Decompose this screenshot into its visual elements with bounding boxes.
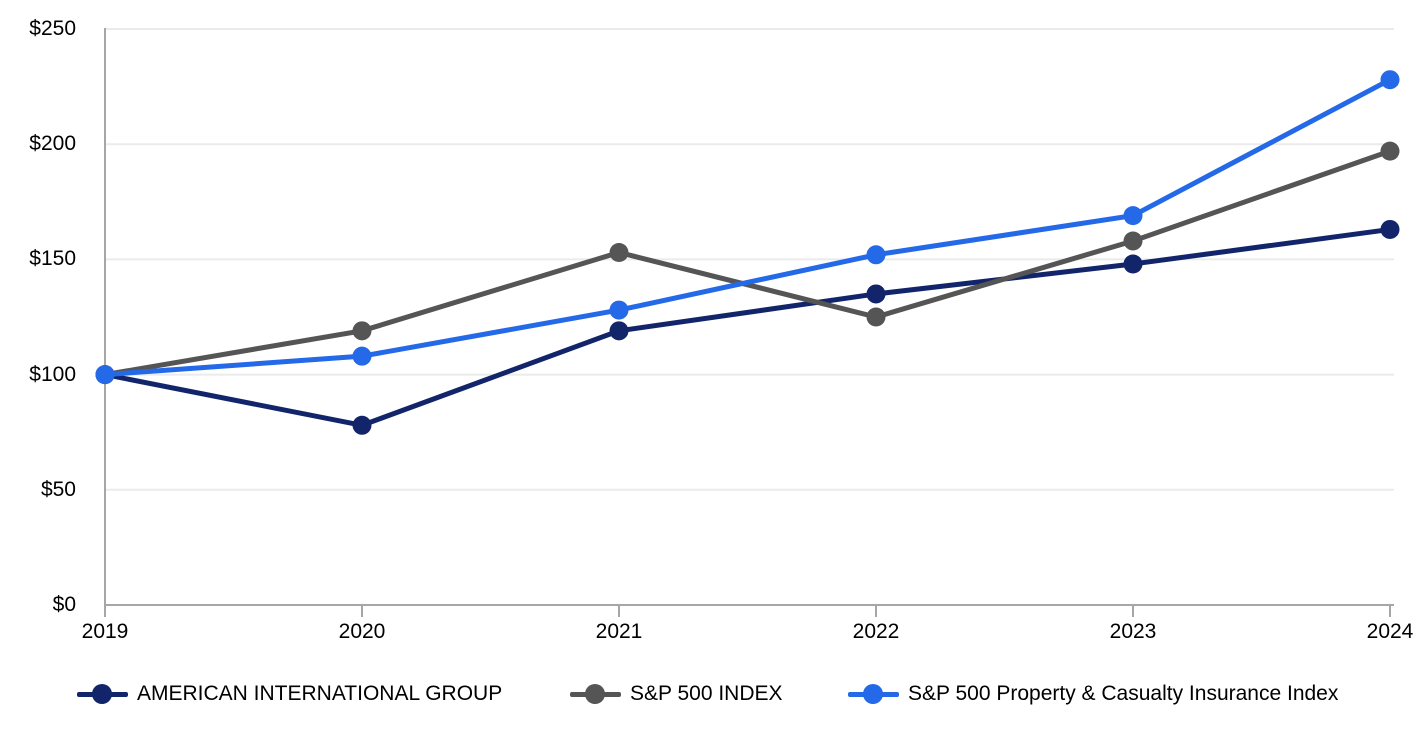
legend-dot-icon	[92, 684, 112, 704]
legend-marker	[570, 683, 621, 705]
data-point	[352, 346, 372, 366]
x-axis-tick-label: 2019	[81, 620, 129, 643]
x-axis-tick-label: 2022	[852, 620, 900, 643]
legend-marker	[848, 683, 899, 705]
legend-label: S&P 500 Property & Casualty Insurance In…	[908, 682, 1339, 705]
legend-item-aig: AMERICAN INTERNATIONAL GROUP	[77, 682, 502, 706]
data-point	[866, 307, 886, 327]
data-point	[1123, 254, 1143, 274]
y-axis-tick-label: $0	[52, 593, 76, 616]
series-line-2	[104, 77, 1392, 378]
legend-dot-icon	[585, 684, 605, 704]
legend-label: S&P 500 INDEX	[630, 682, 783, 705]
data-point	[609, 321, 629, 341]
y-axis-tick-label: $50	[40, 478, 76, 501]
x-axis-tick-label: 2021	[595, 620, 643, 643]
legend-dot-icon	[863, 684, 883, 704]
data-point	[1123, 206, 1143, 226]
data-point	[609, 242, 629, 262]
x-axis-tick-label: 2024	[1366, 620, 1414, 643]
legend-marker	[77, 683, 128, 705]
y-axis-tick-label: $250	[29, 17, 76, 40]
x-axis-tick-label: 2020	[338, 620, 386, 643]
legend-item-sp500: S&P 500 INDEX	[570, 682, 783, 706]
y-axis-tick-label: $150	[29, 247, 76, 270]
data-point	[1380, 70, 1400, 90]
series-line-1	[104, 148, 1391, 378]
y-axis-tick-label: $100	[29, 363, 76, 386]
data-point	[1123, 231, 1143, 251]
data-point	[95, 365, 115, 385]
x-axis-tick-label: 2023	[1109, 620, 1157, 643]
legend-label: AMERICAN INTERNATIONAL GROUP	[137, 682, 503, 705]
data-point	[1380, 141, 1400, 161]
y-axis-tick-label: $200	[29, 132, 76, 155]
legend-item-sp500-pc: S&P 500 Property & Casualty Insurance In…	[848, 682, 1338, 706]
data-point	[866, 284, 886, 304]
data-point	[1380, 219, 1400, 239]
data-point	[352, 321, 372, 341]
series-line-0	[104, 226, 1391, 428]
data-point	[866, 245, 886, 265]
data-point	[352, 415, 372, 435]
data-point	[609, 300, 629, 320]
